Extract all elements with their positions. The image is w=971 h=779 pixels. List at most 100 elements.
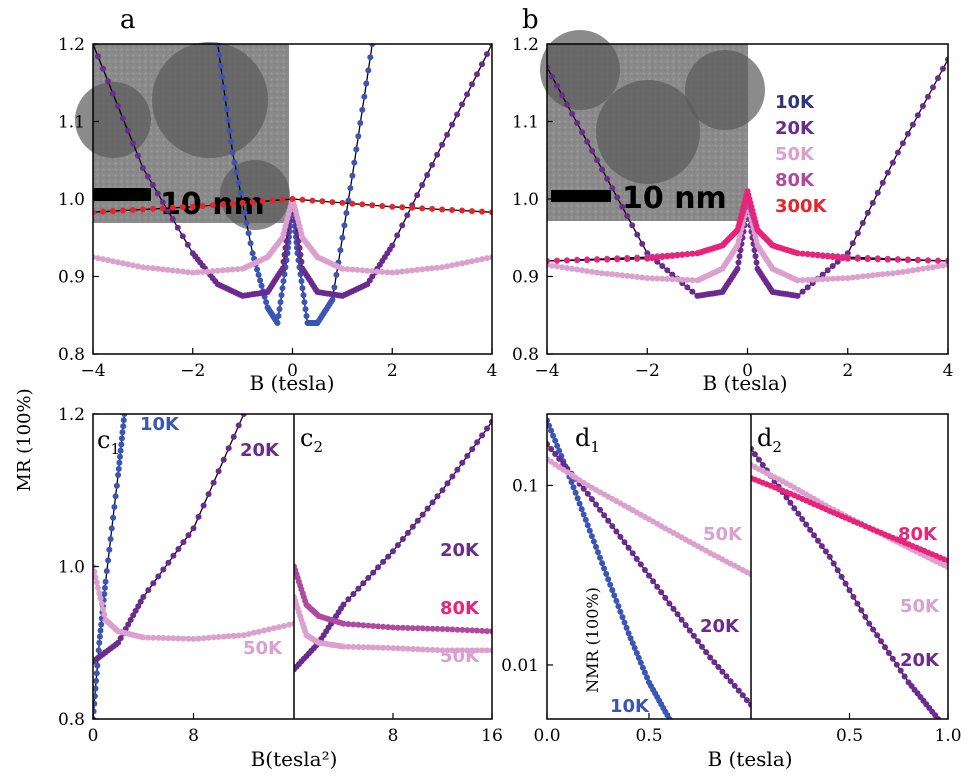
temperature-annotation: 50K (900, 596, 940, 617)
panel-label-d1: d1 (575, 424, 600, 456)
data-point (175, 546, 182, 552)
data-point (369, 268, 376, 275)
data-point (874, 189, 881, 196)
data-point (108, 525, 115, 532)
data-point (627, 635, 634, 642)
data-point (469, 647, 476, 654)
data-point (901, 673, 908, 680)
data-point (594, 157, 601, 164)
data-point (824, 253, 831, 260)
data-point (549, 262, 555, 269)
data-point (389, 269, 396, 276)
data-point (280, 278, 287, 285)
data-point (351, 159, 358, 166)
data-point (579, 129, 586, 136)
data-point (144, 264, 151, 271)
data-point (409, 523, 416, 530)
y-tick-label: 0.1 (512, 476, 539, 496)
data-point (380, 644, 387, 651)
data-point (904, 268, 911, 275)
data-point (689, 250, 696, 257)
data-point (301, 299, 308, 306)
data-point (569, 110, 576, 117)
data-point (662, 594, 669, 601)
data-point (727, 678, 734, 685)
data-point (715, 664, 722, 670)
data-point (635, 654, 642, 661)
x-tick-label: −2 (635, 361, 660, 381)
data-point (329, 199, 336, 206)
data-point (298, 278, 305, 285)
panel-b: 10 nm −4 −2 0 2 4 0.8 0.9 1.0 1.1 1.2 10K 20K 50K 80… (512, 30, 953, 381)
data-point (265, 626, 272, 633)
data-point (414, 625, 421, 632)
data-point (199, 203, 206, 209)
data-point (125, 621, 132, 628)
data-point (364, 267, 371, 274)
data-point (234, 266, 241, 273)
data-point (384, 269, 391, 276)
data-point (190, 635, 197, 642)
x-tick-label: 0.5 (635, 726, 662, 746)
data-point (339, 234, 346, 241)
data-point (229, 149, 236, 156)
data-point (919, 265, 926, 272)
data-point (139, 206, 146, 213)
series-d2-50K (751, 462, 948, 571)
data-point (664, 253, 671, 260)
data-point (617, 608, 624, 615)
data-point (219, 267, 226, 274)
data-point (180, 539, 187, 546)
data-point (474, 439, 481, 446)
data-point (574, 495, 581, 502)
x-tick-label: −4 (80, 361, 105, 381)
data-point (644, 275, 651, 282)
data-point (124, 261, 131, 268)
data-point (357, 120, 364, 126)
data-point (340, 643, 347, 650)
xlabel-a: B (tesla) (249, 371, 334, 395)
data-point (102, 578, 109, 585)
data-point (593, 543, 599, 550)
data-point (590, 538, 597, 545)
data-point (930, 264, 936, 271)
data-point (787, 499, 794, 506)
data-point (239, 199, 246, 206)
data-point (154, 265, 161, 272)
data-point (350, 621, 357, 628)
data-point (654, 275, 661, 282)
data-point (479, 647, 486, 654)
data-point (394, 542, 401, 549)
x-tick-label: 0 (742, 361, 753, 381)
data-point (365, 67, 372, 74)
data-point (429, 205, 436, 212)
temperature-annotation: 50K (440, 646, 480, 667)
data-point (93, 693, 98, 700)
data-point (216, 51, 223, 58)
data-point (846, 587, 853, 594)
data-point (340, 601, 347, 608)
data-point (303, 313, 310, 319)
data-point (595, 549, 601, 556)
data-point (814, 252, 821, 259)
data-point (160, 635, 167, 641)
data-point (625, 544, 632, 551)
data-point (474, 257, 480, 264)
data-point (629, 273, 636, 280)
data-point (897, 667, 904, 674)
data-point (639, 274, 646, 281)
data-point (834, 567, 841, 574)
data-point (674, 611, 681, 618)
data-point (584, 268, 591, 275)
data-point (220, 84, 227, 91)
x-tick-label: −4 (534, 361, 559, 381)
data-point (331, 284, 338, 291)
y-tick-label: 1.2 (512, 35, 539, 55)
data-point (658, 589, 665, 596)
data-point (329, 296, 336, 303)
series-b-0 (547, 56, 948, 299)
data-point (117, 447, 124, 454)
data-point (604, 256, 611, 263)
data-point (884, 256, 891, 263)
data-point (669, 271, 676, 278)
